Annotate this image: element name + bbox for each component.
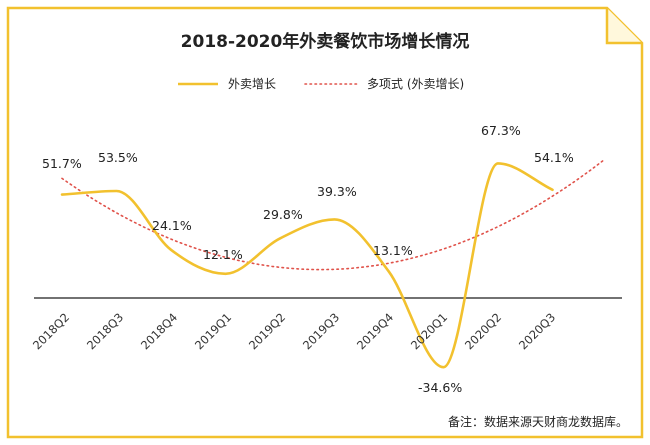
chart-frame xyxy=(6,6,644,439)
chart-frame-fold xyxy=(605,8,642,45)
data-label-2019Q3: 39.3% xyxy=(317,184,357,199)
data-label-2020Q3: 54.1% xyxy=(534,150,574,165)
legend-label-actual: 外卖增长 xyxy=(228,77,276,91)
data-label-2019Q4: 13.1% xyxy=(373,243,413,258)
data-label-2019Q1: 12.1% xyxy=(203,247,243,262)
source-note: 备注：数据来源天财商龙数据库。 xyxy=(448,414,628,429)
chart-title: 2018-2020年外卖餐饮市场增长情况 xyxy=(181,31,470,52)
legend-label-trend: 多项式 (外卖增长) xyxy=(367,77,464,91)
data-label-2019Q2: 29.8% xyxy=(263,207,303,222)
data-label-2018Q2: 51.7% xyxy=(42,156,82,171)
trend-line xyxy=(61,158,606,271)
data-label-2020Q2: 67.3% xyxy=(481,123,521,138)
series-line-actual xyxy=(60,162,554,369)
data-label-2018Q4: 24.1% xyxy=(152,218,192,233)
data-label-2020Q1: -34.6% xyxy=(418,380,462,395)
data-label-2018Q3: 53.5% xyxy=(98,150,138,165)
